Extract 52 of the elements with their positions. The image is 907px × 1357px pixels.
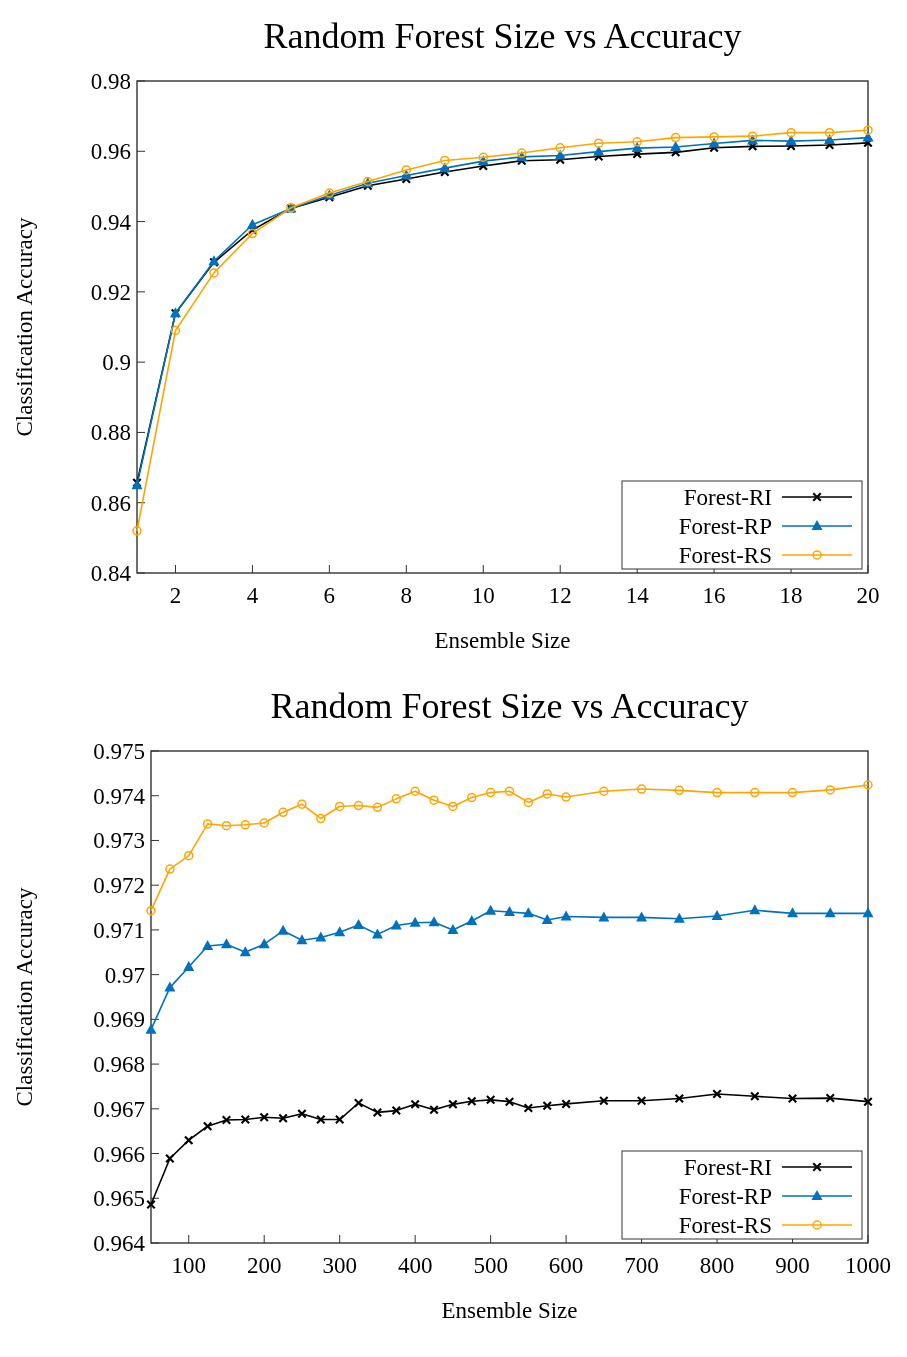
x-axis-title: Ensemble Size	[434, 628, 571, 653]
y-tick-label: 0.88	[90, 420, 131, 446]
chart-title: Random Forest Size vs Accuracy	[270, 686, 749, 726]
y-tick-label: 0.973	[93, 828, 145, 854]
x-tick-label: 18	[779, 583, 803, 608]
x-tick-label: 12	[548, 583, 572, 608]
x-tick-label: 2	[169, 583, 182, 608]
x-tick-label: 700	[624, 1253, 659, 1278]
y-tick-label: 0.94	[90, 209, 132, 235]
x-tick-label: 500	[473, 1253, 508, 1278]
y-tick-label: 0.972	[93, 873, 145, 899]
y-tick-label: 0.965	[93, 1186, 145, 1212]
x-tick-label: 300	[322, 1253, 357, 1278]
y-tick-label: 0.975	[93, 739, 145, 764]
y-tick-label: 0.97	[104, 962, 145, 988]
chart-title: Random Forest Size vs Accuracy	[263, 16, 742, 56]
y-tick-label: 0.971	[93, 917, 145, 943]
y-tick-label: 0.966	[93, 1141, 145, 1167]
legend-label: Forest-RP	[678, 514, 772, 539]
y-tick-label: 0.967	[93, 1096, 145, 1122]
y-tick-label: 0.92	[90, 279, 131, 305]
y-tick-label: 0.86	[90, 490, 131, 516]
x-tick-label: 100	[171, 1253, 206, 1278]
x-tick-label: 16	[702, 583, 726, 608]
y-tick-label: 0.84	[90, 561, 132, 586]
x-tick-label: 10	[471, 583, 495, 608]
x-tick-label: 8	[400, 583, 413, 608]
y-tick-label: 0.969	[93, 1007, 145, 1033]
legend-label: Forest-RS	[678, 543, 772, 568]
y-tick-label: 0.96	[90, 139, 131, 165]
x-tick-label: 20	[856, 583, 880, 608]
y-axis-title: Classification Accuracy	[12, 886, 37, 1107]
x-tick-label: 6	[323, 583, 336, 608]
legend-label: Forest-RI	[683, 1155, 772, 1180]
legend-label: Forest-RP	[678, 1184, 772, 1209]
y-tick-label: 0.9	[102, 350, 131, 376]
y-axis-title: Classification Accuracy	[12, 216, 37, 437]
y-tick-label: 0.968	[93, 1052, 145, 1078]
x-tick-label: 4	[246, 583, 259, 608]
x-tick-label: 800	[699, 1253, 735, 1278]
x-tick-label: 900	[775, 1253, 810, 1278]
y-tick-label: 0.974	[93, 783, 146, 809]
legend-label: Forest-RS	[678, 1213, 772, 1238]
legend-label: Forest-RI	[683, 485, 772, 510]
y-tick-label: 0.964	[93, 1231, 146, 1256]
x-tick-label: 200	[246, 1253, 282, 1278]
x-tick-label: 400	[397, 1253, 433, 1278]
x-axis-title: Ensemble Size	[441, 1298, 578, 1323]
x-tick-label: 14	[625, 583, 650, 608]
x-tick-label: 1000	[845, 1253, 891, 1278]
x-tick-label: 600	[548, 1253, 584, 1278]
y-tick-label: 0.98	[90, 69, 131, 94]
